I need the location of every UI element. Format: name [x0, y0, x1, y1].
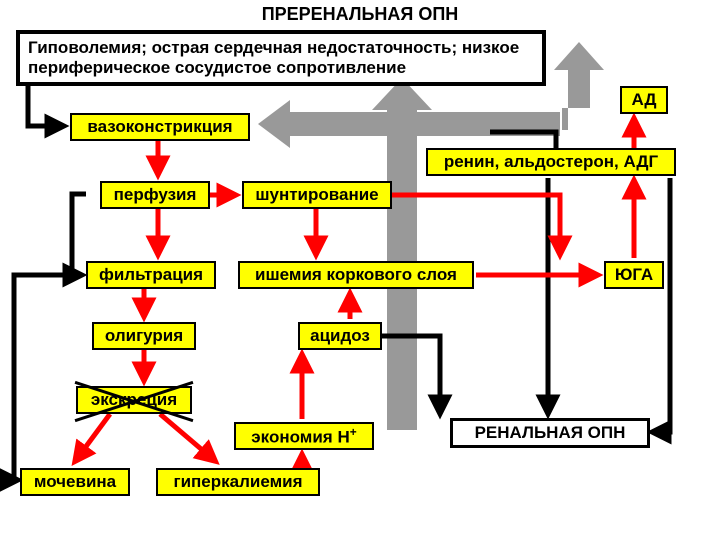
- node-acidoz: ацидоз: [298, 322, 382, 350]
- node-renin: ренин, альдостерон, АДГ: [426, 148, 676, 176]
- causes-box: Гиповолемия; острая сердечная недостаточ…: [16, 30, 546, 86]
- node-hyperk: гиперкалиемия: [156, 468, 320, 496]
- diagram-title: ПРЕРЕНАЛЬНАЯ ОПН: [0, 4, 720, 25]
- node-renal-opn: РЕНАЛЬНАЯ ОПН: [450, 418, 650, 448]
- strike-icon: [72, 386, 196, 414]
- node-perfuz: перфузия: [100, 181, 210, 209]
- node-ad: АД: [620, 86, 668, 114]
- gray-arrow-vertical: [372, 78, 432, 430]
- node-economy: экономия Н+: [234, 422, 374, 450]
- node-oliguria: олигурия: [92, 322, 196, 350]
- node-vazokon: вазоконстрикция: [70, 113, 250, 141]
- gray-arrow-horizontal: [258, 100, 560, 148]
- node-urea: мочевина: [20, 468, 130, 496]
- node-shunt: шунтирование: [242, 181, 392, 209]
- causes-text: Гиповолемия; острая сердечная недостаточ…: [28, 38, 519, 77]
- node-yuga: ЮГА: [604, 261, 664, 289]
- node-filtr: фильтрация: [86, 261, 216, 289]
- node-ischemia: ишемия коркового слоя: [238, 261, 474, 289]
- economy-label: экономия Н+: [251, 425, 356, 448]
- gray-arrow-turn: [554, 42, 604, 130]
